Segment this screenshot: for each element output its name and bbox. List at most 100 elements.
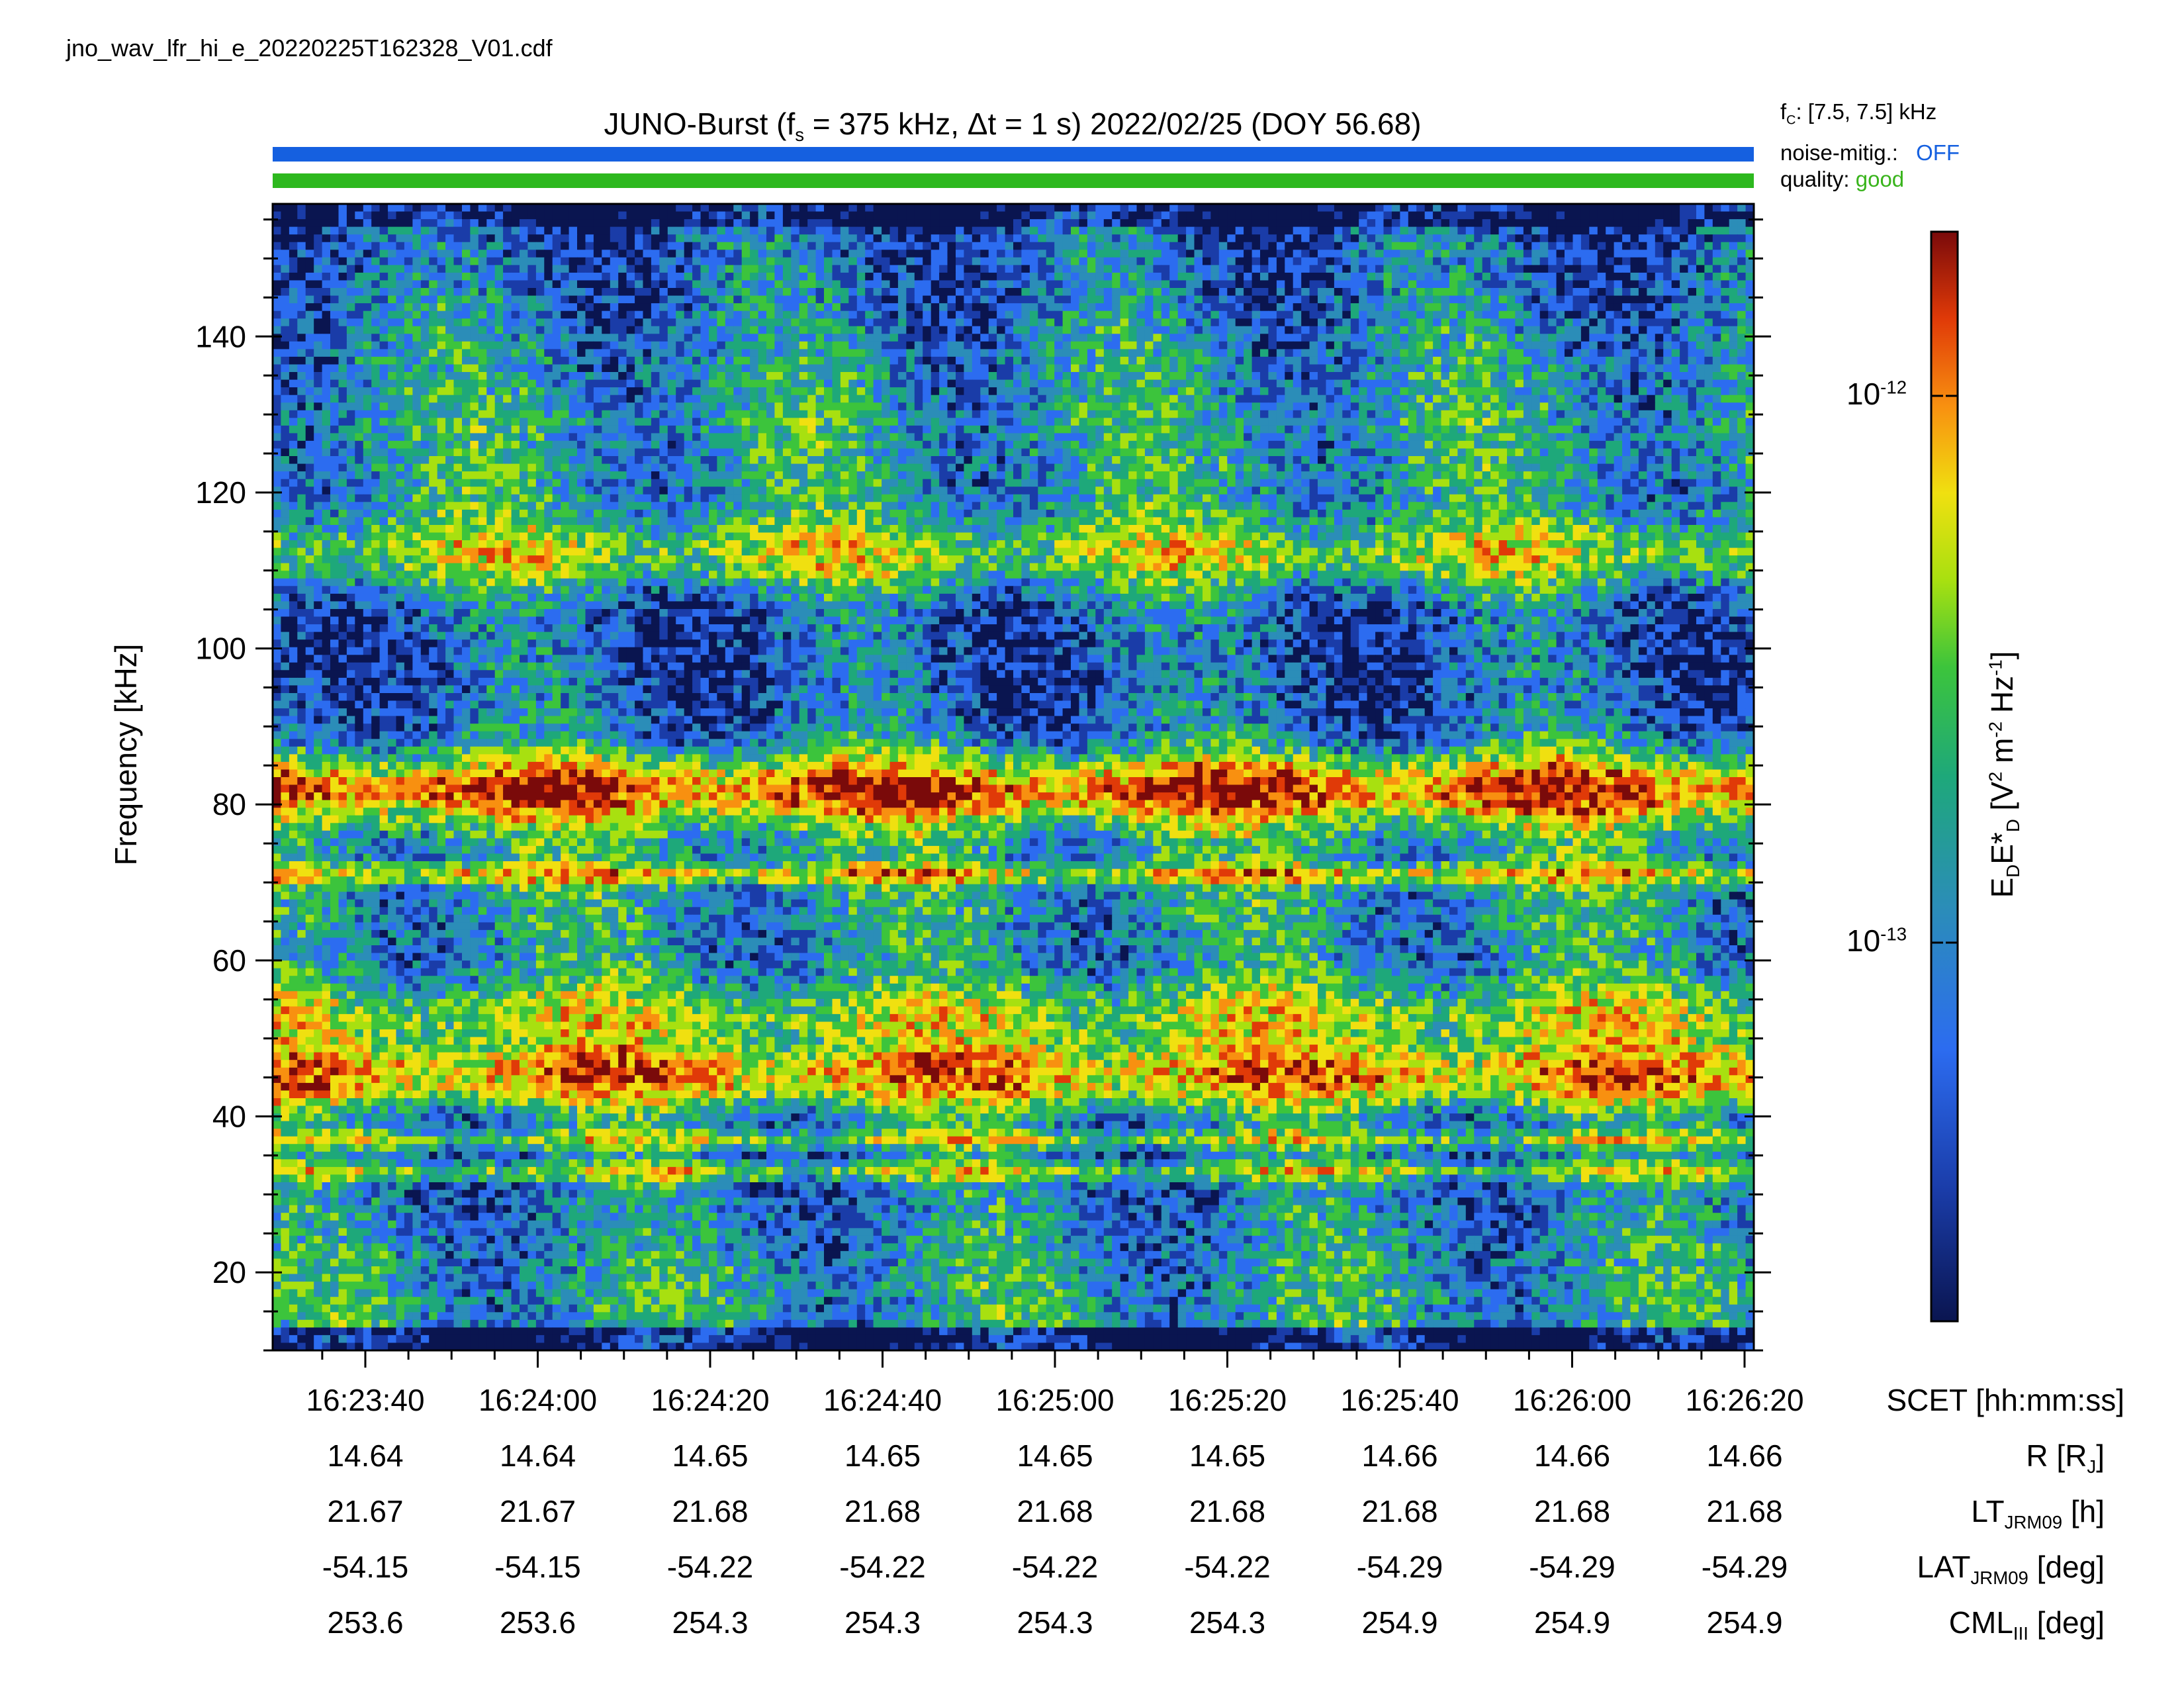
- heatmap-cell: [964, 288, 973, 297]
- heatmap-cell: [1260, 295, 1269, 304]
- heatmap-cell: [1260, 250, 1269, 258]
- heatmap-cell: [297, 219, 306, 228]
- heatmap-cell: [651, 242, 660, 250]
- heatmap-cell: [1638, 250, 1647, 258]
- heatmap-cell: [873, 395, 882, 403]
- heatmap-cell: [1729, 250, 1738, 258]
- heatmap-cell: [659, 326, 668, 334]
- heatmap-cell: [527, 402, 537, 411]
- heatmap-cell: [1400, 356, 1409, 365]
- heatmap-cell: [1597, 395, 1606, 403]
- heatmap-cell: [1186, 402, 1195, 411]
- heatmap-cell: [1103, 204, 1113, 212]
- heatmap-cell: [848, 211, 858, 220]
- heatmap-cell: [437, 334, 446, 342]
- heatmap-cell: [1498, 211, 1508, 220]
- heatmap-cell: [840, 303, 849, 312]
- heatmap-cell: [1334, 334, 1343, 342]
- heatmap-cell: [1556, 211, 1565, 220]
- heatmap-cell: [1580, 318, 1590, 327]
- heatmap-cell: [330, 341, 339, 350]
- heatmap-cell: [1416, 402, 1426, 411]
- heatmap-cell: [1457, 234, 1467, 243]
- heatmap-cell: [643, 334, 652, 342]
- heatmap-cell: [1663, 257, 1672, 265]
- heatmap-cell: [1350, 211, 1359, 220]
- heatmap-cell: [1408, 242, 1417, 250]
- heatmap-cell: [914, 265, 923, 273]
- heatmap-cell: [1054, 334, 1064, 342]
- heatmap-cell: [1622, 364, 1631, 373]
- heatmap-cell: [1375, 402, 1385, 411]
- heatmap-cell: [964, 204, 973, 212]
- heatmap-cell: [1293, 379, 1302, 388]
- heatmap-cell: [643, 219, 652, 228]
- heatmap-cell: [396, 318, 405, 327]
- heatmap-cell: [346, 280, 355, 289]
- heatmap-cell: [1572, 257, 1582, 265]
- heatmap-cell: [1120, 204, 1129, 212]
- heatmap-cell: [1680, 280, 1689, 289]
- heatmap-cell: [1095, 372, 1105, 381]
- heatmap-cell: [750, 364, 759, 373]
- heatmap-cell: [997, 265, 1006, 273]
- heatmap-cell: [1490, 211, 1500, 220]
- heatmap-cell: [1177, 349, 1187, 357]
- heatmap-cell: [889, 219, 899, 228]
- heatmap-cell: [733, 364, 743, 373]
- heatmap-cell: [1630, 395, 1639, 403]
- heatmap-cell: [923, 288, 932, 297]
- heatmap-cell: [511, 219, 520, 228]
- heatmap-cell: [396, 364, 405, 373]
- heatmap-cell: [1359, 257, 1368, 265]
- heatmap-cell: [956, 334, 964, 342]
- heatmap-cell: [1597, 372, 1606, 381]
- heatmap-cell: [947, 310, 956, 319]
- heatmap-cell: [577, 364, 586, 373]
- heatmap-cell: [1630, 318, 1639, 327]
- heatmap-cell: [1474, 349, 1483, 357]
- heatmap-cell: [791, 303, 800, 312]
- heatmap-cell: [972, 356, 981, 365]
- heatmap-cell: [840, 219, 849, 228]
- heatmap-cell: [1622, 219, 1631, 228]
- heatmap-cell: [1391, 204, 1400, 212]
- heatmap-cell: [1449, 265, 1458, 273]
- heatmap-cell: [1334, 226, 1343, 235]
- heatmap-cell: [1515, 280, 1524, 289]
- heatmap-cell: [1572, 303, 1582, 312]
- heatmap-cell: [1367, 379, 1376, 388]
- heatmap-cell: [1309, 272, 1318, 281]
- heatmap-cell: [1515, 204, 1524, 212]
- heatmap-cell: [774, 288, 784, 297]
- heatmap-cell: [1383, 310, 1392, 319]
- heatmap-cell: [1572, 226, 1582, 235]
- heatmap-cell: [1244, 326, 1253, 334]
- heatmap-cell: [667, 334, 676, 342]
- heatmap-cell: [1507, 211, 1516, 220]
- heatmap-cell: [561, 372, 570, 381]
- heatmap-cell: [1046, 318, 1055, 327]
- heatmap-cell: [1441, 226, 1450, 235]
- heatmap-cell: [1071, 250, 1079, 258]
- heatmap-cell: [1457, 288, 1467, 297]
- heatmap-cell: [1062, 204, 1071, 212]
- heatmap-cell: [273, 364, 281, 373]
- heatmap-cell: [848, 257, 858, 265]
- heatmap-cell: [947, 379, 956, 388]
- heatmap-cell: [873, 379, 882, 388]
- heatmap-cell: [1507, 372, 1516, 381]
- heatmap-cell: [412, 356, 422, 365]
- heatmap-cell: [1655, 356, 1664, 365]
- heatmap-cell: [873, 219, 882, 228]
- heatmap-cell: [988, 372, 997, 381]
- heatmap-cell: [503, 356, 512, 365]
- heatmap-cell: [1318, 211, 1326, 220]
- heatmap-cell: [1309, 280, 1318, 289]
- heatmap-cell: [1144, 334, 1154, 342]
- heatmap-cell: [774, 364, 784, 373]
- heatmap-cell: [1482, 379, 1491, 388]
- heatmap-cell: [684, 318, 693, 327]
- heatmap-cell: [1688, 265, 1697, 273]
- heatmap-cell: [297, 242, 306, 250]
